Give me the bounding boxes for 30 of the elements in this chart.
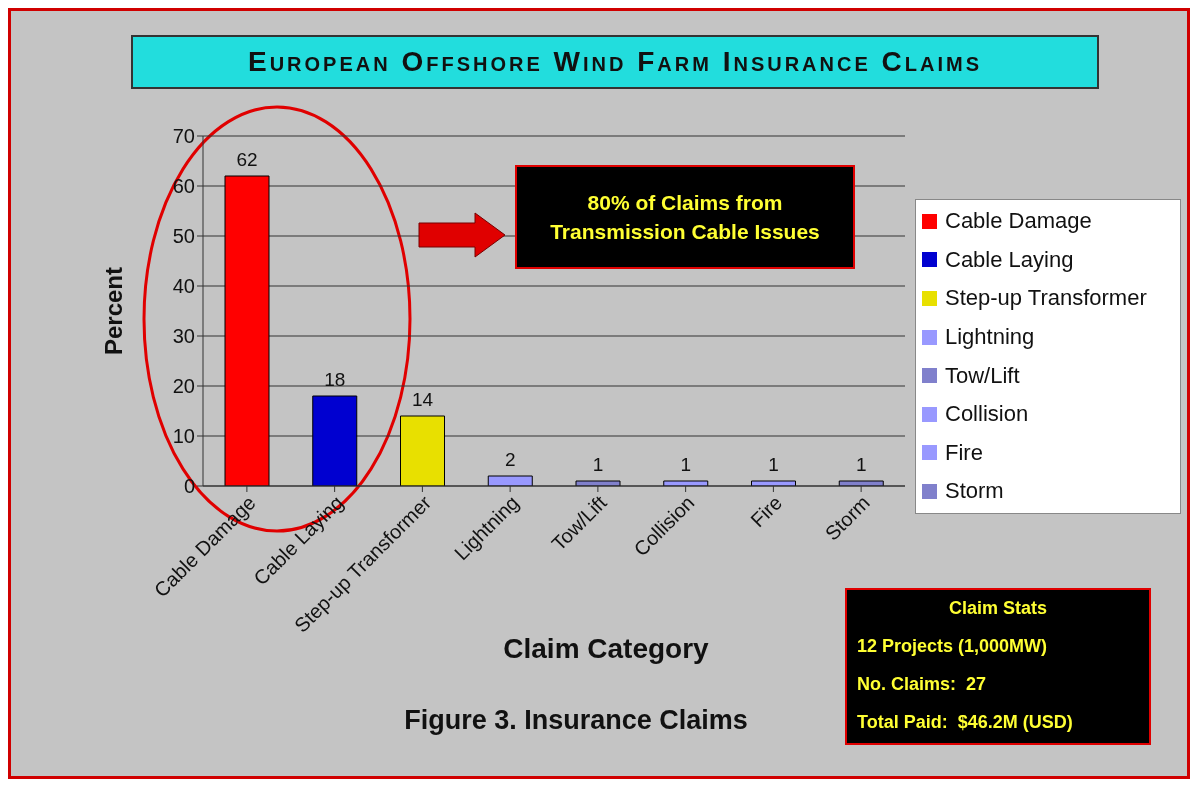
chart-title: European Offshore Wind Farm Insurance Claims	[131, 35, 1099, 89]
stats-box: Claim Stats 12 Projects (1,000MW) No. Claims: 27 Total Paid: $46.2M (USD)	[845, 588, 1151, 745]
legend-label: Tow/Lift	[945, 362, 1020, 388]
y-tick-label: 20	[172, 375, 195, 398]
x-axis-title: Claim Category	[503, 633, 709, 664]
callout-box: 80% of Claims from Transmission Cable Issues	[515, 165, 855, 269]
data-label: 1	[768, 454, 779, 475]
legend-label: Fire	[945, 439, 983, 465]
y-tick-label: 70	[172, 125, 195, 148]
data-label: 2	[504, 449, 516, 470]
y-tick-label: 50	[172, 225, 195, 248]
data-label: 62	[236, 149, 258, 170]
y-axis-title: Percent	[99, 266, 127, 356]
x-tick-label: Fire	[746, 491, 787, 532]
legend-label: Step-up Transformer	[945, 285, 1147, 311]
data-label: 1	[855, 454, 867, 475]
legend-label: Lightning	[945, 324, 1035, 350]
y-tick-label: 40	[172, 275, 195, 298]
y-tick-label: 60	[172, 175, 195, 198]
caption: Figure 3. Insurance Claims	[403, 705, 749, 736]
y-tick-label: 30	[172, 325, 195, 348]
data-label: 1	[592, 454, 604, 475]
legend-label: Cable Damage	[945, 208, 1092, 234]
y-tick-label: 10	[172, 425, 195, 448]
data-label: 14	[411, 389, 434, 410]
legend-label: Collision	[945, 401, 1029, 427]
y-tick-label: 0	[183, 475, 195, 498]
legend-label: Cable Laying	[945, 246, 1074, 272]
data-label: 1	[680, 454, 692, 475]
data-label: 18	[324, 369, 346, 390]
